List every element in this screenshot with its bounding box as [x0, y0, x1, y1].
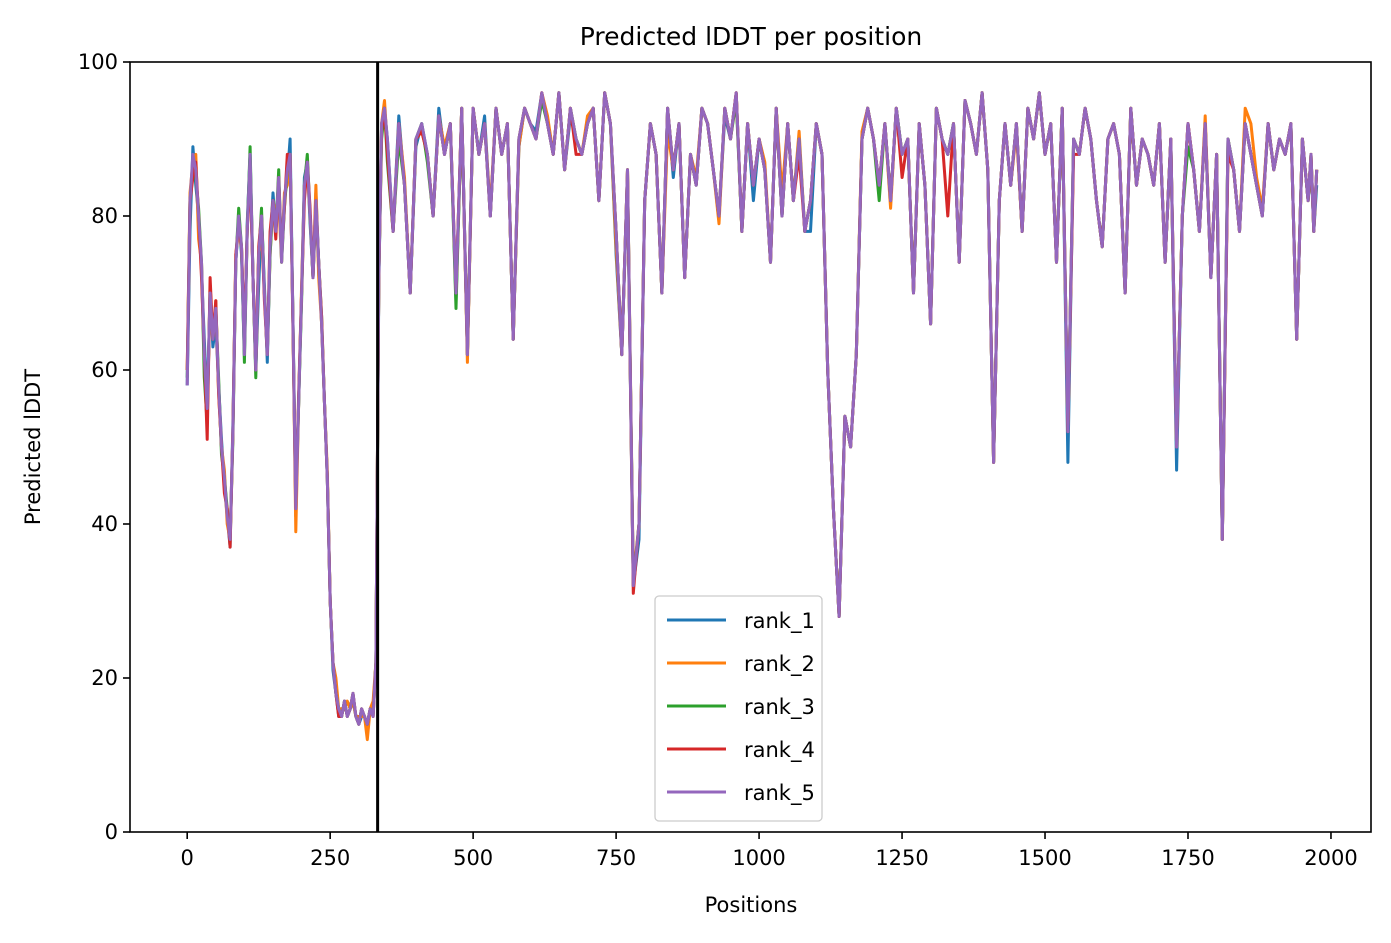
y-tick-label: 80 [91, 204, 118, 228]
legend-box [654, 595, 823, 822]
y-tick-label: 100 [78, 50, 118, 74]
plot-area [185, 62, 1319, 832]
x-tick-label: 1750 [1161, 846, 1214, 870]
y-axis-label: Predicted lDDT [21, 369, 45, 525]
legend-label-rank_4: rank_4 [744, 738, 815, 763]
x-tick-label: 1500 [1018, 846, 1071, 870]
x-tick-label: 750 [596, 846, 636, 870]
legend-label-rank_5: rank_5 [744, 781, 815, 806]
legend: rank_1 rank_2 rank_3 rank_4 rank_5 [654, 595, 823, 822]
series-line-rank_5 [185, 91, 1319, 726]
x-tick-label: 1000 [732, 846, 785, 870]
chart-title: Predicted lDDT per position [580, 22, 922, 51]
x-tick-label: 2000 [1304, 846, 1357, 870]
y-tick-label: 60 [91, 358, 118, 382]
legend-label-rank_1: rank_1 [744, 609, 815, 634]
y-tick-label: 40 [91, 512, 118, 536]
y-tick-label: 20 [91, 666, 118, 690]
x-axis-label: Positions [705, 893, 798, 917]
x-tick-label: 1250 [875, 846, 928, 870]
x-tick-label: 250 [310, 846, 350, 870]
y-tick-label: 0 [105, 820, 118, 844]
x-tick-label: 0 [181, 846, 194, 870]
axes: 0 250 500 750 1000 1250 1500 1750 2000 0 20 40 60 80 1… [78, 50, 1372, 870]
legend-label-rank_3: rank_3 [744, 695, 815, 720]
plot-frame [129, 61, 1372, 833]
x-tick-label: 500 [453, 846, 493, 870]
legend-label-rank_2: rank_2 [744, 652, 815, 677]
